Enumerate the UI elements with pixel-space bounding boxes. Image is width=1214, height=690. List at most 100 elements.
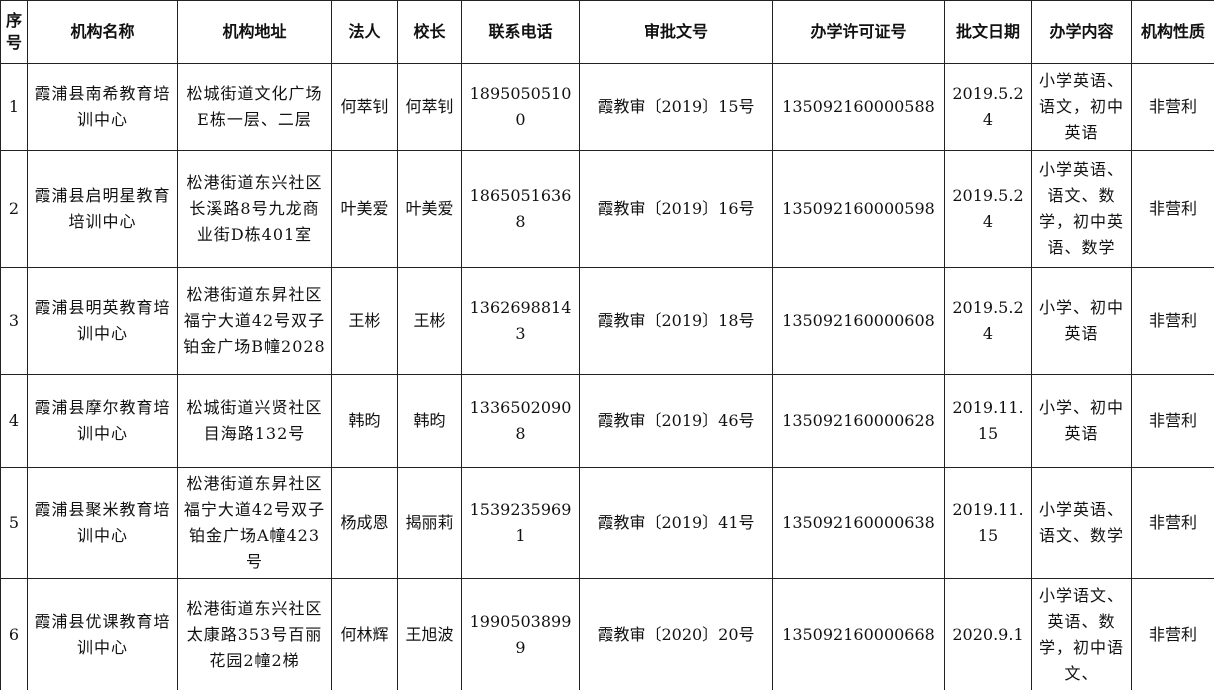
table-cell: 2019.5.24: [944, 63, 1032, 151]
cell-text: 13626988143: [469, 298, 572, 343]
table-cell: 4: [0, 374, 28, 468]
table-cell: 5: [0, 467, 28, 579]
cell-text: 叶美爱: [340, 199, 389, 218]
cell-text: 何萃钊: [405, 97, 454, 116]
cell-text: 揭丽莉: [405, 513, 454, 532]
table-cell: 13365020908: [461, 374, 580, 468]
table-cell: 小学英语、语文、数学: [1031, 467, 1132, 579]
cell-text: 13365020908: [469, 398, 572, 443]
table-cell: 松港街道东兴社区太康路353号百丽花园2幢2梯: [177, 578, 332, 690]
table-cell: 王旭波: [397, 578, 462, 690]
cell-text: 4: [8, 411, 20, 430]
table-cell: 2019.5.24: [944, 267, 1032, 375]
cell-text: 2019.11.15: [952, 500, 1024, 545]
cell-text: 王彬: [413, 311, 446, 330]
table-cell: 135092160000588: [772, 63, 945, 151]
cell-text: 小学、初中英语: [1038, 298, 1124, 343]
cell-text: 霞浦县明英教育培训中心: [34, 298, 171, 343]
cell-text: 小学、初中英语: [1038, 398, 1124, 443]
cell-text: 霞浦县启明星教育培训中心: [34, 186, 171, 231]
cell-text: 15392359691: [469, 500, 572, 545]
cell-text: 非营利: [1148, 411, 1197, 430]
cell-text: 霞教审〔2019〕16号: [597, 199, 755, 218]
cell-text: 2019.5.24: [952, 84, 1024, 129]
cell-text: 小学英语、语文、数学，初中英语、数学: [1038, 160, 1124, 257]
table-cell: 2: [0, 150, 28, 268]
table-cell: 霞教审〔2019〕18号: [579, 267, 773, 375]
cell-text: 霞教审〔2020〕20号: [597, 624, 755, 644]
cell-text: 3: [8, 311, 20, 330]
table-cell: 135092160000668: [772, 578, 945, 690]
table-cell: 杨成恩: [331, 467, 398, 579]
table-cell: 揭丽莉: [397, 467, 462, 579]
cell-text: 非营利: [1148, 97, 1197, 116]
cell-text: 松港街道东兴社区长溪路8号九龙商业街D栋401室: [186, 173, 323, 244]
cell-text: 霞浦县南希教育培训中心: [34, 84, 171, 129]
cell-text: 霞教审〔2019〕15号: [597, 97, 755, 116]
cell-text: 霞浦县摩尔教育培训中心: [34, 398, 171, 443]
cell-text: 松城街道文化广场E栋一层、二层: [186, 84, 323, 129]
table-cell: 小学语文、英语、数学，初中语文、: [1031, 578, 1132, 690]
column-header: 批文日期: [944, 0, 1032, 64]
table-cell: 霞浦县摩尔教育培训中心: [27, 374, 178, 468]
column-header: 校长: [397, 0, 462, 64]
cell-text: 135092160000638: [782, 513, 935, 532]
table-cell: 霞浦县聚米教育培训中心: [27, 467, 178, 579]
table-cell: 霞教审〔2019〕15号: [579, 63, 773, 151]
cell-text: 135092160000668: [782, 624, 935, 644]
cell-text: 杨成恩: [340, 513, 389, 532]
column-header: 办学内容: [1031, 0, 1132, 64]
cell-text: 非营利: [1148, 199, 1197, 218]
table-cell: 非营利: [1131, 374, 1214, 468]
table-cell: 霞教审〔2019〕41号: [579, 467, 773, 579]
table-cell: 19905038999: [461, 578, 580, 690]
cell-text: 何萃钊: [340, 97, 389, 116]
cell-text: 霞教审〔2019〕41号: [597, 513, 755, 532]
table-cell: 1: [0, 63, 28, 151]
table-cell: 松港街道东昇社区福宁大道42号双子铂金广场B幢2028: [177, 267, 332, 375]
table-cell: 松城街道文化广场E栋一层、二层: [177, 63, 332, 151]
table-cell: 韩昀: [331, 374, 398, 468]
cell-text: 非营利: [1148, 624, 1197, 644]
table-cell: 何萃钊: [397, 63, 462, 151]
cell-text: 霞浦县优课教育培训中心: [34, 611, 171, 657]
column-header: 审批文号: [579, 0, 773, 64]
table-cell: 135092160000608: [772, 267, 945, 375]
table-row: 2 霞浦县启明星教育培训中心 松港街道东兴社区长溪路8号九龙商业街D栋401室 叶美爱…: [0, 150, 1214, 268]
table-row: 4 霞浦县摩尔教育培训中心 松城街道兴贤社区目海路132号 韩昀 韩昀 133650209…: [0, 374, 1214, 468]
cell-text: 王旭波: [405, 624, 454, 644]
table-cell: 松港街道东昇社区福宁大道42号双子铂金广场A幢423号: [177, 467, 332, 579]
cell-text: 2: [8, 199, 20, 218]
table-cell: 小学、初中英语: [1031, 374, 1132, 468]
table-cell: 135092160000638: [772, 467, 945, 579]
table-cell: 王彬: [397, 267, 462, 375]
table-cell: 15392359691: [461, 467, 580, 579]
table-cell: 非营利: [1131, 578, 1214, 690]
cell-text: 小学语文、英语、数学，初中语文、: [1038, 585, 1124, 683]
table-cell: 2019.11.15: [944, 467, 1032, 579]
cell-text: 霞教审〔2019〕46号: [597, 411, 755, 430]
cell-text: 18950505100: [469, 84, 572, 129]
cell-text: 5: [8, 513, 20, 532]
table-cell: 135092160000598: [772, 150, 945, 268]
table-cell: 6: [0, 578, 28, 690]
cell-text: 6: [8, 624, 20, 644]
cell-text: 叶美爱: [405, 199, 454, 218]
cell-text: 霞教审〔2019〕18号: [597, 311, 755, 330]
column-header: 办学许可证号: [772, 0, 945, 64]
table-cell: 霞教审〔2019〕16号: [579, 150, 773, 268]
cell-text: 松港街道东昇社区福宁大道42号双子铂金广场A幢423号: [183, 474, 326, 571]
cell-text: 2019.5.24: [952, 186, 1024, 231]
cell-text: 135092160000598: [782, 199, 935, 218]
table-cell: 何萃钊: [331, 63, 398, 151]
cell-text: 小学英语、语文、数学: [1038, 500, 1124, 545]
table-cell: 13626988143: [461, 267, 580, 375]
table-row: 6 霞浦县优课教育培训中心 松港街道东兴社区太康路353号百丽花园2幢2梯 何林辉 王旭…: [0, 578, 1214, 690]
cell-text: 韩昀: [348, 411, 381, 430]
table-cell: 霞教审〔2020〕20号: [579, 578, 773, 690]
cell-text: 2019.11.15: [952, 398, 1024, 443]
table-cell: 非营利: [1131, 467, 1214, 579]
cell-text: 松港街道东兴社区太康路353号百丽花园2幢2梯: [186, 598, 323, 670]
table-cell: 松港街道东兴社区长溪路8号九龙商业街D栋401室: [177, 150, 332, 268]
